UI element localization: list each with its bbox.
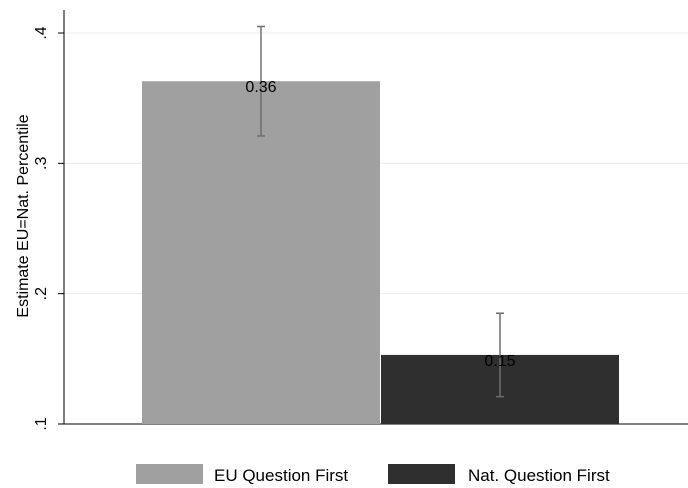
y-tick-label: .4: [33, 26, 50, 39]
y-tick-label: .3: [33, 157, 50, 170]
bar-1: [142, 81, 380, 425]
legend-swatch: [388, 464, 455, 484]
legend-label: EU Question First: [214, 466, 348, 485]
y-axis-label: Estimate EU=Nat. Percentile: [15, 114, 32, 317]
y-tick-label: .1: [33, 417, 50, 430]
data-label: 0.36: [245, 79, 276, 96]
legend-label: Nat. Question First: [468, 466, 610, 485]
legend-swatch: [136, 464, 203, 484]
y-tick-label: .2: [33, 287, 50, 300]
data-label: 0.15: [484, 353, 515, 370]
